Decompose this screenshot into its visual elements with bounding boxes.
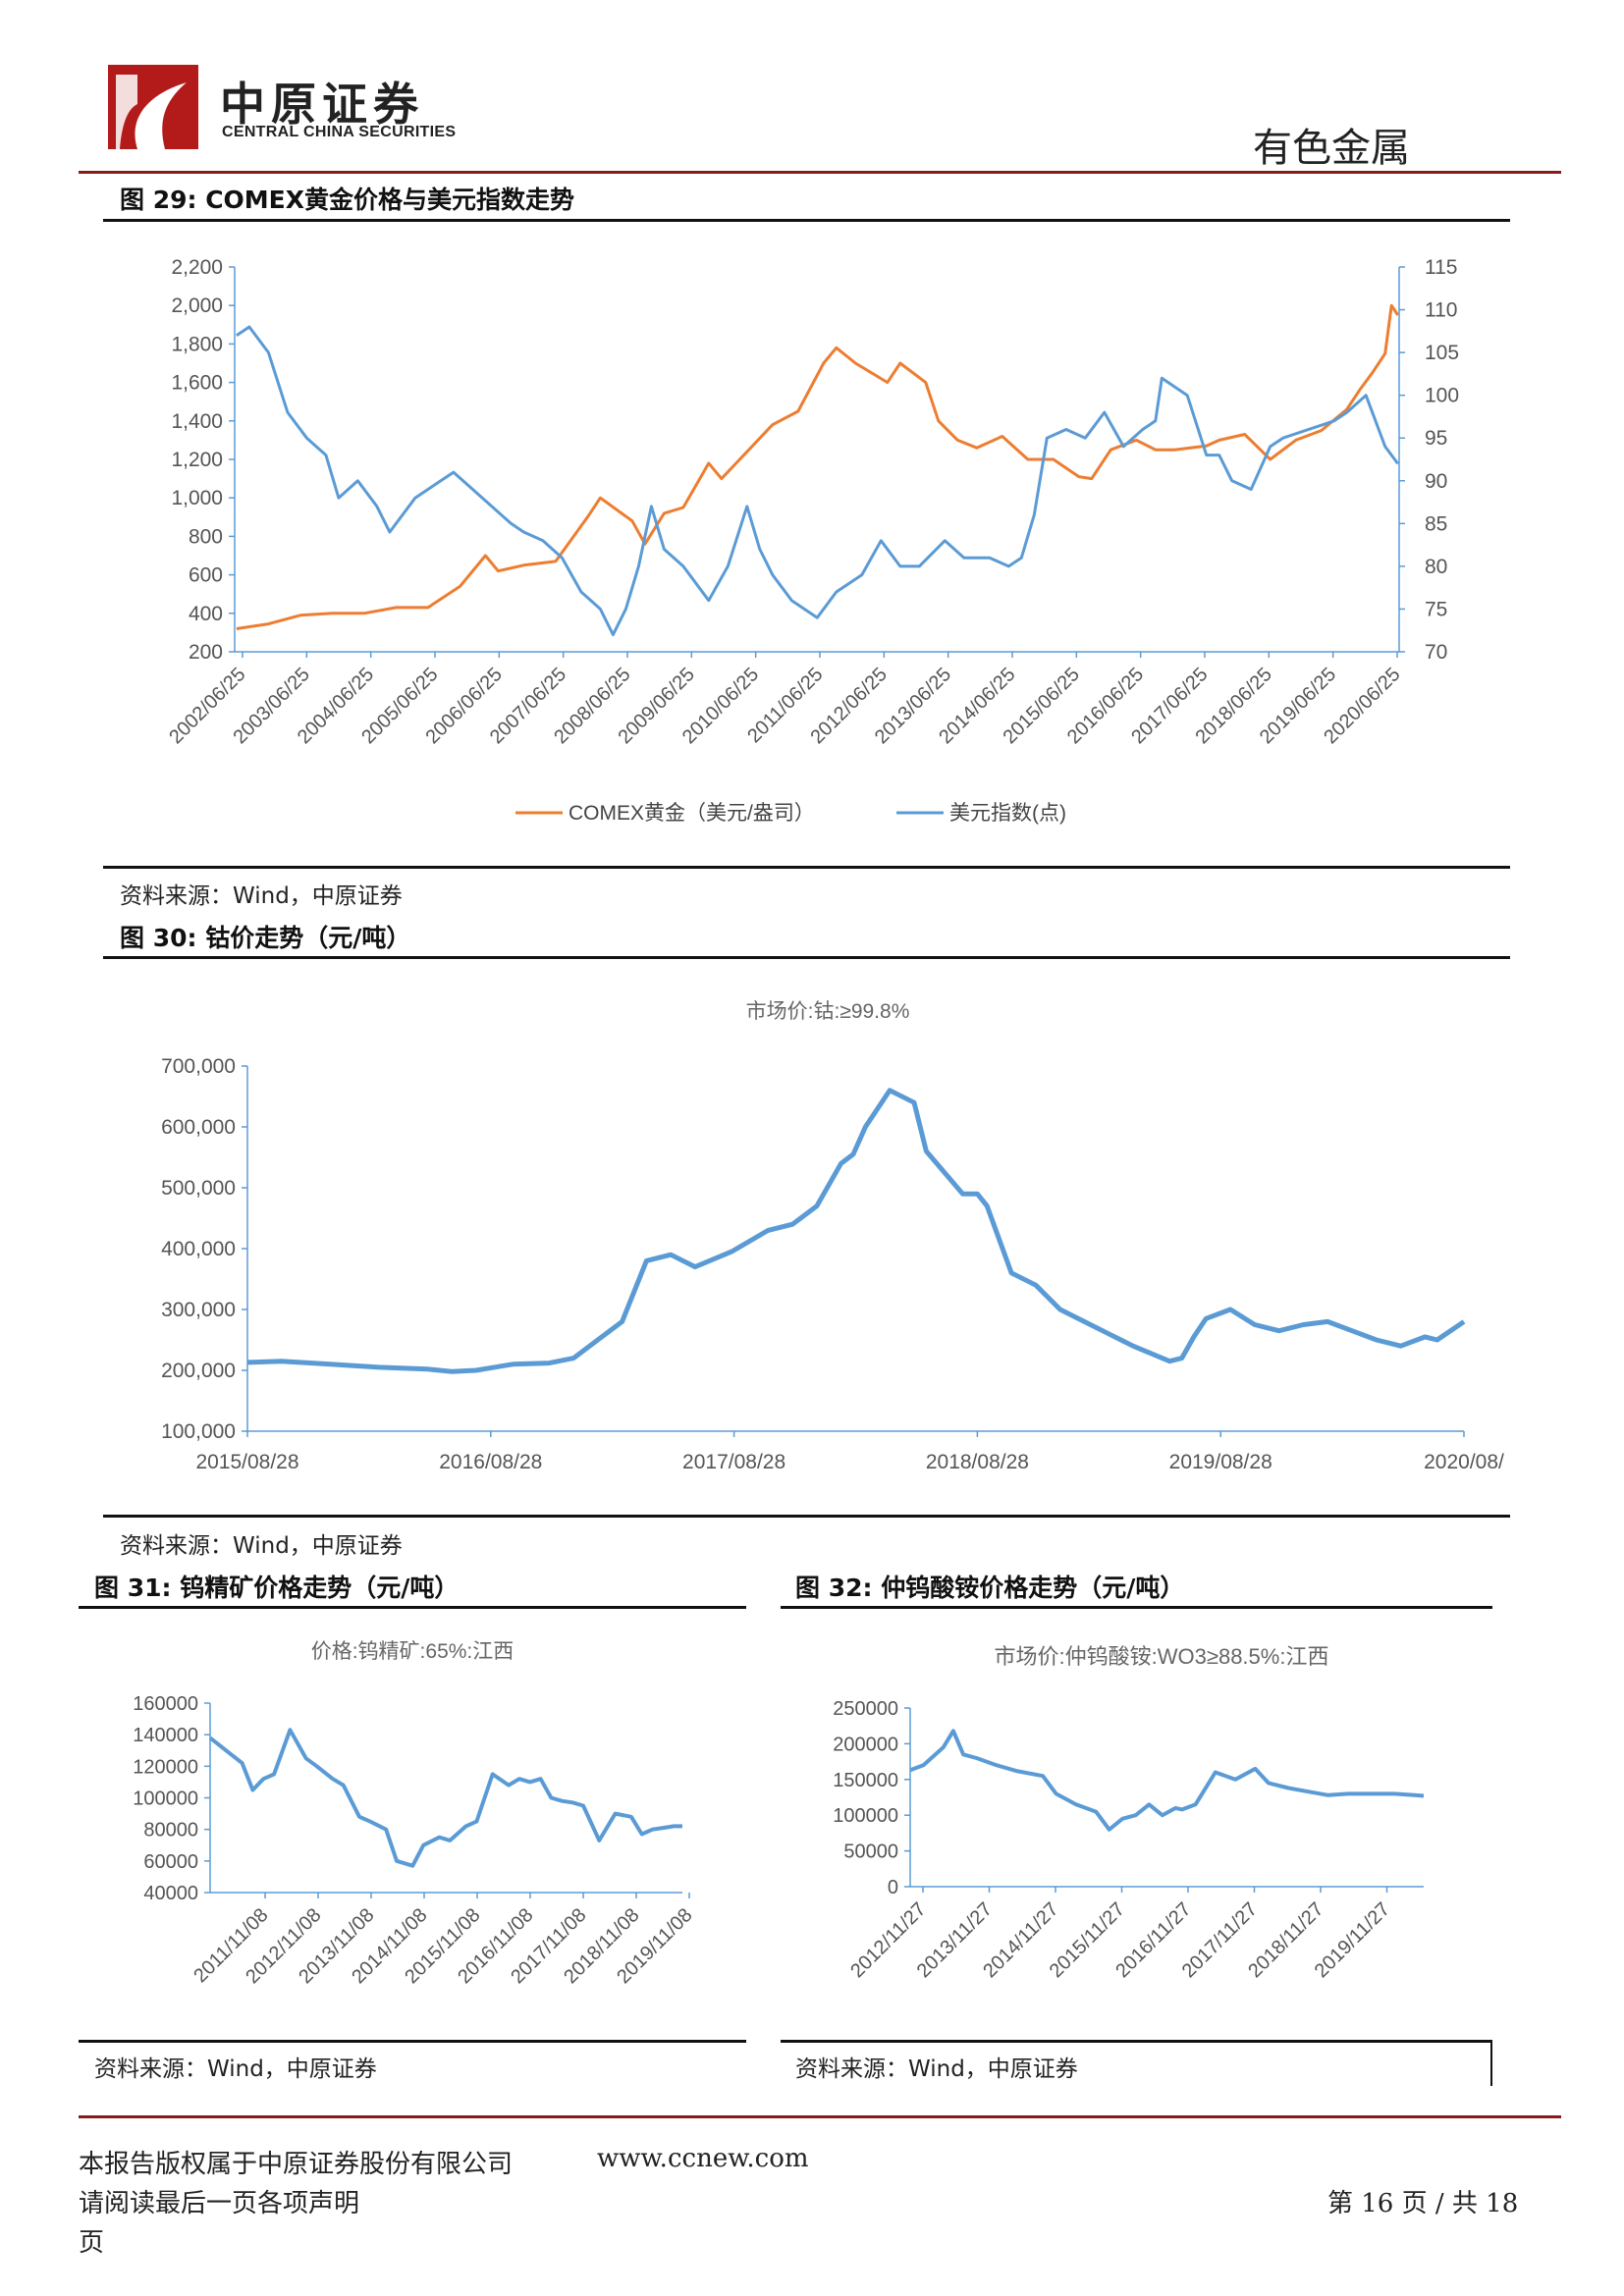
- fig29-left-tick-label: 600: [189, 564, 223, 587]
- header-divider: [79, 171, 1561, 174]
- fig32-bottom-rule: [781, 2040, 1492, 2043]
- fig30-top-rule: [103, 956, 1510, 959]
- fig32-top-rule: [781, 1606, 1492, 1609]
- sector-label: 有色金属: [1253, 126, 1410, 171]
- footer-page-number: 第 16 页 / 共 18: [1327, 2189, 1519, 2218]
- fig29-right-tick-label: 95: [1425, 427, 1447, 450]
- fig29-left-tick-label: 2,000: [171, 294, 223, 317]
- company-name-en: CENTRAL CHINA SECURITIES: [222, 124, 457, 140]
- fig31-top-rule: [79, 1606, 746, 1609]
- fig29-right-tick-label: 90: [1425, 470, 1447, 493]
- fig29-left-tick-label: 1,600: [171, 372, 223, 395]
- fig30-x-tick-label: 2019/08/28: [1169, 1451, 1272, 1473]
- fig29-left-tick-label: 200: [189, 641, 223, 664]
- fig32-chart-title: 市场价:仲钨酸铵:WO3≥88.5%:江西: [995, 1644, 1329, 1669]
- fig30-x-tick-label: 2018/08/28: [926, 1451, 1029, 1473]
- fig29-right-tick-label: 105: [1425, 342, 1459, 364]
- fig31-y-tick-label: 120000: [133, 1756, 198, 1778]
- fig30-x-tick-label: 2015/08/28: [195, 1451, 298, 1473]
- fig29-right-tick-label: 85: [1425, 512, 1447, 535]
- fig32-series-line-0: [909, 1729, 1425, 1832]
- fig29-chart: 2,200 2,000 1,800 1,600 1,400 1,200 1,000 800 60…: [165, 256, 1459, 825]
- fig31-y-tick-label: 60000: [143, 1851, 198, 1873]
- fig29-source: 资料来源：Wind，中原证券: [120, 883, 403, 909]
- fig29-title: 图 29: COMEX黄金价格与美元指数走势: [120, 186, 575, 214]
- company-name-cn: 中原证券: [220, 78, 424, 131]
- fig29-bottom-rule: [103, 866, 1510, 869]
- fig32-y-tick-label: 50000: [843, 1842, 898, 1863]
- company-logo-icon: [108, 65, 198, 149]
- fig31-source: 资料来源：Wind，中原证券: [94, 2056, 377, 2082]
- fig29-right-tick-label: 100: [1425, 385, 1459, 407]
- fig29-legend-label-0: COMEX黄金（美元/盎司）: [568, 802, 815, 825]
- fig32-y-tick-label: 200000: [833, 1734, 898, 1755]
- fig31-chart-title: 价格:钨精矿:65%:江西: [311, 1640, 514, 1663]
- fig30-y-tick-label: 500,000: [161, 1177, 236, 1200]
- fig30-source: 资料来源：Wind，中原证券: [120, 1533, 403, 1559]
- fig29-left-tick-label: 1,400: [171, 410, 223, 433]
- fig29-left-tick-label: 400: [189, 603, 223, 625]
- fig29-legend-label-1: 美元指数(点): [949, 802, 1066, 825]
- fig32-y-tick-label: 0: [888, 1877, 898, 1898]
- footer-read-notice: 请阅读最后一页各项声明: [79, 2189, 360, 2218]
- fig29-right-tick-label: 80: [1425, 556, 1447, 578]
- fig30-chart-title: 市场价:钴:≥99.8%: [746, 1000, 910, 1023]
- fig29-left-tick-label: 2,200: [171, 256, 223, 279]
- fig32-y-tick-label: 100000: [833, 1805, 898, 1827]
- fig31-y-tick-label: 160000: [133, 1693, 198, 1715]
- fig30-y-tick-label: 100,000: [161, 1420, 236, 1443]
- fig31-y-tick-label: 140000: [133, 1725, 198, 1746]
- fig29-series-line-1: [236, 325, 1399, 637]
- fig30-y-tick-label: 200,000: [161, 1360, 236, 1382]
- fig29-right-tick-label: 70: [1425, 641, 1447, 664]
- fig32-title: 图 32: 仲钨酸铵价格走势（元/吨）: [795, 1574, 1185, 1602]
- fig29-left-tick-label: 800: [189, 525, 223, 548]
- fig30-y-tick-label: 700,000: [161, 1055, 236, 1078]
- fig31-chart: 价格:钨精矿:65%:江西 160000 140000 120000 100000 800…: [133, 1640, 696, 1988]
- fig30-y-tick-label: 600,000: [161, 1116, 236, 1139]
- fig30-series-line-0: [246, 1088, 1466, 1374]
- fig32-source: 资料来源：Wind，中原证券: [795, 2056, 1078, 2082]
- fig30-chart: 市场价:钴:≥99.8% 700,000 600,000 500,000 400,000…: [161, 1000, 1504, 1473]
- fig30-y-tick-label: 400,000: [161, 1238, 236, 1260]
- fig31-title: 图 31: 钨精矿价格走势（元/吨）: [94, 1574, 460, 1602]
- fig30-title: 图 30: 钴价走势（元/吨）: [120, 924, 411, 952]
- fig30-x-tick-label: 2020/08/: [1424, 1451, 1504, 1473]
- fig29-left-tick-label: 1,200: [171, 449, 223, 471]
- fig29-right-tick-label: 115: [1425, 256, 1457, 279]
- footer-divider: [79, 2115, 1561, 2118]
- fig31-y-tick-label: 80000: [143, 1820, 198, 1842]
- footer-page-suffix: 页: [79, 2228, 105, 2258]
- fig31-y-tick-label: 100000: [133, 1789, 198, 1810]
- fig29-left-tick-label: 1,800: [171, 333, 223, 355]
- fig30-x-tick-label: 2017/08/28: [682, 1451, 785, 1473]
- fig30-x-tick-label: 2016/08/28: [439, 1451, 542, 1473]
- fig31-bottom-rule: [79, 2040, 746, 2043]
- fig29-series-line-0: [236, 303, 1399, 630]
- fig32-y-tick-label: 150000: [833, 1770, 898, 1791]
- fig32-right-edge: [1490, 2042, 1492, 2086]
- fig31-y-tick-label: 40000: [143, 1883, 198, 1904]
- fig30-y-tick-label: 300,000: [161, 1299, 236, 1321]
- fig32-y-tick-label: 250000: [833, 1698, 898, 1720]
- fig29-left-tick-label: 1,000: [171, 487, 223, 509]
- fig29-right-tick-label: 110: [1425, 299, 1457, 322]
- footer-copyright: 本报告版权属于中原证券股份有限公司: [79, 2150, 514, 2179]
- fig31-series-line-0: [208, 1728, 682, 1868]
- fig29-right-tick-label: 75: [1425, 598, 1447, 620]
- fig30-bottom-rule: [103, 1515, 1510, 1518]
- footer-website[interactable]: www.ccnew.com: [597, 2144, 809, 2173]
- fig29-top-rule: [103, 219, 1510, 222]
- fig32-chart: 市场价:仲钨酸铵:WO3≥88.5%:江西 250000 200000 150000 1…: [833, 1644, 1425, 1982]
